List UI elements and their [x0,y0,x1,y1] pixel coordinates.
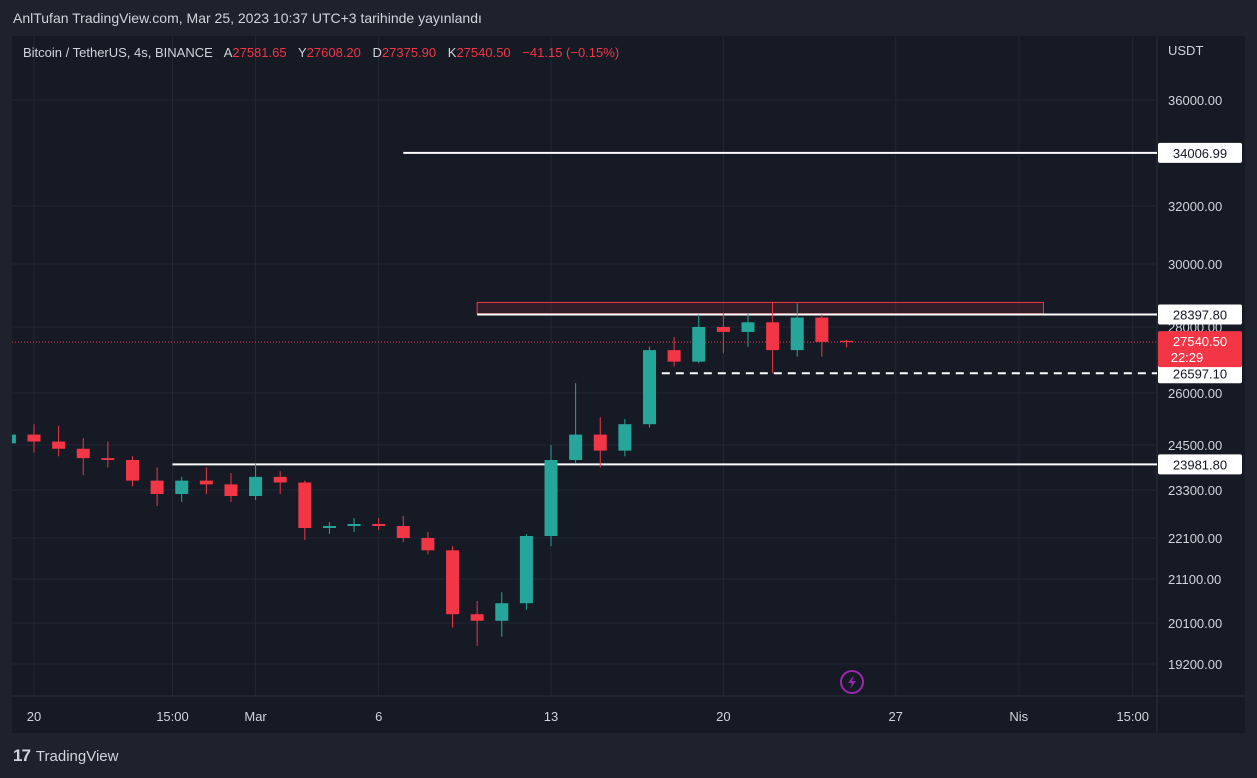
candle-body [150,480,164,494]
y-tick-label: 36000.00 [1168,93,1222,108]
tradingview-brand[interactable]: 17 TradingView [13,746,118,766]
level-price-tag-text: 26597.10 [1173,366,1227,381]
level-price-tag [1158,142,1242,163]
candle-body [347,524,361,526]
candle-body [839,340,853,343]
x-tick-label: 20 [716,709,730,724]
candle-body [101,458,115,460]
legend-open-label: A [223,45,233,60]
x-tick-label: 20 [27,709,41,724]
candle-body [446,550,460,615]
current-price-tag-value: 27540.50 [1173,334,1227,349]
candle-body [76,448,90,459]
tradingview-logo-icon: 17 [13,746,31,765]
candle-body [322,526,336,528]
level-price-tag-text: 23981.80 [1173,457,1227,472]
candle-body [27,434,41,442]
y-tick-label: 22100.00 [1168,531,1222,546]
candle-body [815,317,829,342]
x-tick-label: Nis [1009,709,1028,724]
candle-body [199,480,213,485]
y-tick-label: 30000.00 [1168,257,1222,272]
candle-body [692,327,706,362]
candle-body [519,536,533,604]
legend-high-label: Y [297,45,307,60]
candle-body [52,441,66,449]
candle-body [298,482,312,528]
price-chart[interactable]: USDT36000.0032000.0030000.0028000.002600… [12,36,1245,733]
candle-body [470,614,484,621]
legend-low-value: 27375.90 [381,45,437,60]
legend-change: −41.15 (−0.15%) [522,45,620,60]
y-tick-label: 21100.00 [1168,572,1221,587]
candle-body [716,327,730,332]
candle-body [125,460,139,481]
candle-body [396,526,410,538]
legend-low-label: D [372,45,382,60]
y-tick-label: 23300.00 [1168,483,1222,498]
x-tick-label: 15:00 [1116,709,1149,724]
x-tick-label: 13 [544,709,558,724]
candle-body [667,350,681,362]
level-price-tag [1158,454,1242,475]
level-price-tag [1158,304,1242,325]
candle-body [495,603,509,621]
lightning-bolt-icon [840,670,864,694]
lightning-bolt-glyph [848,675,856,689]
level-price-tag-text: 34006.99 [1173,146,1227,161]
legend-close-value: 27540.50 [456,45,511,60]
legend-close-label: K [447,45,457,60]
x-tick-label: 6 [375,709,382,724]
candle-body [12,434,16,444]
publish-info: AnlTufan TradingView.com, Mar 25, 2023 1… [13,10,482,26]
current-price-countdown: 22:29 [1171,350,1204,365]
candle-body [790,317,804,351]
candle-body [643,350,656,425]
y-tick-label: 19200.00 [1168,657,1222,672]
candle-body [372,524,386,526]
legend-open-value: 27581.65 [232,45,287,60]
level-price-tag [1158,363,1242,384]
candle-body [175,480,189,494]
level-price-tag-text: 28397.80 [1173,307,1227,322]
resistance-zone [476,301,1044,315]
candle-body [618,424,632,451]
ohlc-legend: Bitcoin / TetherUS, 4s, BINANCE A27581.6… [23,45,619,60]
currency-label: USDT [1168,43,1203,58]
brand-label: TradingView [35,747,119,765]
legend-symbol: Bitcoin / TetherUS, 4s, BINANCE [23,45,213,60]
candle-body [249,476,263,496]
candle-body [273,476,287,483]
candle-body [766,322,780,351]
y-tick-label: 24500.00 [1168,438,1222,453]
candle-body [741,322,755,332]
x-tick-label: 27 [888,709,902,724]
y-tick-label: 20100.00 [1168,616,1222,631]
y-tick-label: 32000.00 [1168,199,1222,214]
x-tick-label: Mar [244,709,267,724]
candle-body [224,484,238,496]
candle-body [593,434,607,451]
candle-body [569,434,583,460]
candle-body [544,460,558,536]
x-tick-label: 15:00 [156,709,189,724]
chart-frame[interactable]: USDT 36000.00 32000.00 30000.00 28000.00 2600… [12,36,1245,733]
candle-body [421,538,435,551]
y-tick-label: 26000.00 [1168,386,1222,401]
legend-high-value: 27608.20 [306,45,361,60]
current-price-tag [1158,331,1242,368]
